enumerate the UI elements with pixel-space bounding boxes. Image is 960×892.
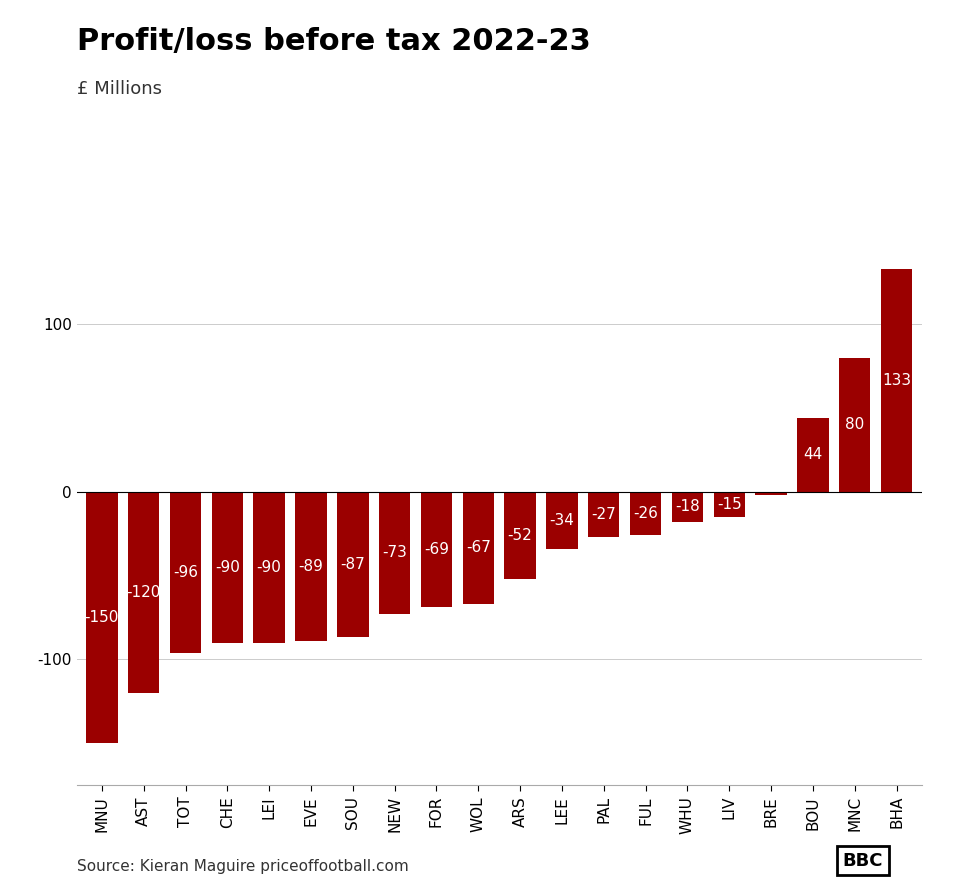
Text: -18: -18: [675, 500, 700, 515]
Text: -34: -34: [549, 513, 574, 528]
Text: -27: -27: [591, 507, 616, 522]
Text: 80: 80: [845, 417, 864, 432]
Text: -150: -150: [84, 610, 119, 625]
Text: Source: Kieran Maguire priceoffootball.com: Source: Kieran Maguire priceoffootball.c…: [77, 859, 409, 874]
Bar: [713, 491, 745, 516]
Text: -120: -120: [127, 585, 161, 599]
Bar: [463, 491, 494, 604]
Text: -87: -87: [341, 558, 365, 572]
Bar: [504, 491, 536, 579]
Bar: [337, 491, 369, 638]
Text: BBC: BBC: [843, 852, 883, 870]
Text: £ Millions: £ Millions: [77, 80, 162, 98]
Bar: [839, 358, 871, 491]
Bar: [881, 268, 912, 491]
Bar: [756, 491, 787, 495]
Bar: [211, 491, 243, 642]
Text: -67: -67: [466, 541, 491, 556]
Text: -90: -90: [215, 559, 240, 574]
Bar: [672, 491, 703, 522]
Text: 133: 133: [882, 373, 911, 388]
Text: 44: 44: [804, 447, 823, 462]
Text: -26: -26: [634, 506, 658, 521]
Bar: [588, 491, 619, 537]
Bar: [86, 491, 117, 743]
Text: -15: -15: [717, 497, 741, 512]
Bar: [630, 491, 661, 535]
Bar: [128, 491, 159, 693]
Bar: [296, 491, 326, 640]
Bar: [420, 491, 452, 607]
Bar: [253, 491, 285, 642]
Text: -69: -69: [424, 542, 449, 557]
Text: -90: -90: [256, 559, 281, 574]
Text: -52: -52: [508, 528, 533, 542]
Bar: [379, 491, 410, 614]
Bar: [170, 491, 202, 653]
Bar: [797, 418, 828, 491]
Text: -96: -96: [173, 565, 198, 580]
Bar: [546, 491, 578, 549]
Text: -73: -73: [382, 545, 407, 560]
Text: -89: -89: [299, 558, 324, 574]
Text: Profit/loss before tax 2022-23: Profit/loss before tax 2022-23: [77, 27, 590, 56]
